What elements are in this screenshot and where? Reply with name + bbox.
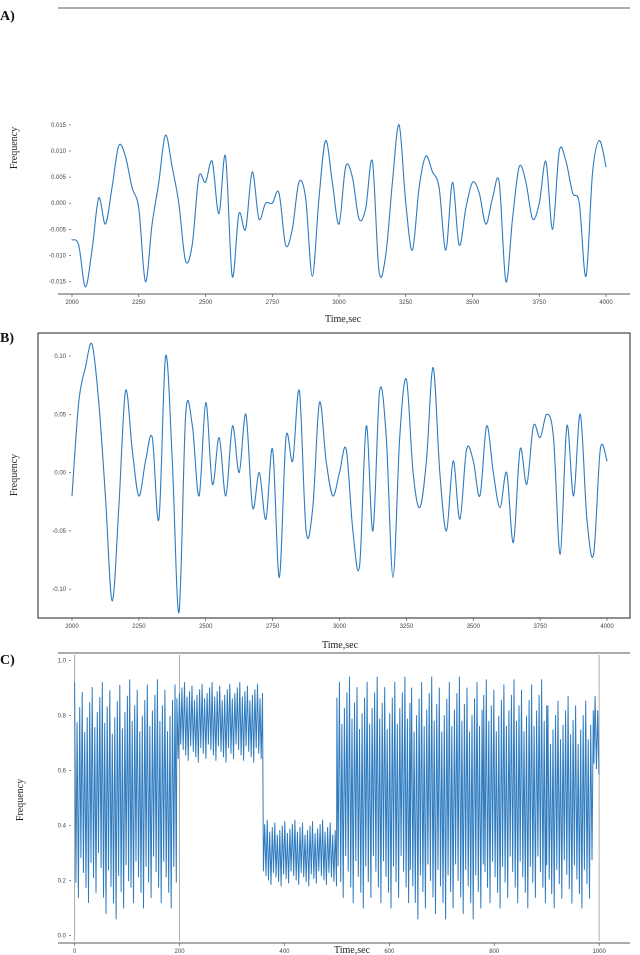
panel-a-x-tick-label: 4000 bbox=[599, 300, 613, 306]
panel-a-x-tick-label: 2750 bbox=[266, 300, 280, 306]
panel-a-y-tick-label: 0.000 bbox=[51, 201, 67, 207]
panel-a-x-tick-label: 3250 bbox=[399, 300, 413, 306]
panel-a: A) -0.015 -0.010 -0.005 0.000 0.005 0.010 0.01… bbox=[0, 7, 630, 325]
panel-a-x-axis-title: Time,sec bbox=[325, 314, 362, 325]
panel-a-y-tick-label: -0.015 bbox=[49, 280, 67, 286]
panel-c-series-line bbox=[74, 676, 600, 920]
panel-a-y-tick-label: 0.005 bbox=[51, 175, 67, 181]
panel-a-y-tick-label: 0.010 bbox=[51, 149, 67, 155]
panel-b-x-ticks: 2000 2250 2500 2750 3000 3250 3500 3750 4000 bbox=[65, 618, 614, 630]
panel-a-y-tick-label: 0.015 bbox=[51, 123, 67, 129]
panel-a-x-ticks: 2000 2250 2500 2750 3000 3250 3500 3750 4000 bbox=[65, 294, 613, 306]
panel-c-x-tick-label: 800 bbox=[489, 949, 500, 955]
panel-b-y-tick-label: -0.05 bbox=[52, 529, 66, 535]
panel-label-a: A) bbox=[0, 9, 15, 24]
panel-c-x-tick-label: 1000 bbox=[592, 949, 606, 955]
panel-c-y-ticks: 0.0 0.2 0.4 0.6 0.8 1.0 bbox=[58, 659, 71, 940]
panel-a-x-tick-label: 3500 bbox=[466, 300, 480, 306]
panel-a-y-tick-label: -0.010 bbox=[49, 253, 67, 259]
panel-c-x-axis-title: Time,sec bbox=[334, 945, 371, 955]
panel-b-y-ticks: -0.10 -0.05 0.00 0.05 0.10 bbox=[52, 354, 71, 593]
panel-a-x-tick-label: 2500 bbox=[199, 300, 213, 306]
panel-c-y-tick-label: 1.0 bbox=[58, 659, 67, 665]
panel-a-y-axis-title: Frequency bbox=[9, 127, 20, 169]
panel-b-x-axis-title: Time,sec bbox=[322, 640, 359, 651]
panel-b-frame bbox=[37, 332, 631, 619]
panel-a-x-tick-label: 2250 bbox=[132, 300, 146, 306]
panel-b-x-tick-label: 2250 bbox=[132, 624, 146, 630]
panel-c-y-tick-label: 0.2 bbox=[58, 879, 67, 885]
panel-a-y-ticks: -0.015 -0.010 -0.005 0.000 0.005 0.010 0.015 bbox=[49, 123, 71, 286]
panel-b-x-tick-label: 2750 bbox=[266, 624, 280, 630]
panel-c-y-tick-label: 0.8 bbox=[58, 714, 67, 720]
panel-c-y-tick-label: 0.4 bbox=[58, 824, 67, 830]
panel-c-y-tick-label: 0.0 bbox=[58, 934, 67, 940]
panel-b-x-tick-label: 3500 bbox=[467, 624, 481, 630]
panel-b-x-tick-label: 4000 bbox=[600, 624, 614, 630]
panel-label-b: B) bbox=[0, 331, 14, 346]
panel-a-x-tick-label: 3000 bbox=[332, 300, 346, 306]
panel-b-y-tick-label: 0.00 bbox=[54, 471, 66, 477]
panel-b-x-tick-label: 2000 bbox=[65, 624, 79, 630]
panel-b-y-axis-title: Frequency bbox=[9, 454, 20, 496]
panel-b: B) -0.10 -0.05 0.00 0.05 0.10 2000 2250 2500 27… bbox=[0, 331, 631, 651]
panel-c-x-tick-label: 400 bbox=[279, 949, 290, 955]
panel-b-y-tick-label: 0.05 bbox=[54, 412, 66, 418]
panel-a-series-line bbox=[71, 124, 607, 288]
panel-c-x-tick-label: 0 bbox=[73, 949, 77, 955]
panel-b-x-tick-label: 3750 bbox=[533, 624, 547, 630]
panel-a-x-tick-label: 3750 bbox=[533, 300, 547, 306]
panel-c: C) 0.00.20.40.60.81.0 0 200 400 600 800 1000 … bbox=[0, 652, 630, 955]
panel-b-y-tick-label: -0.10 bbox=[52, 587, 66, 593]
panel-b-y-tick-label: 0.10 bbox=[54, 354, 66, 360]
panel-label-c: C) bbox=[0, 653, 15, 668]
panel-c-x-tick-label: 200 bbox=[175, 949, 186, 955]
panel-a-y-tick-label: -0.005 bbox=[49, 227, 67, 233]
panel-c-x-tick-label: 600 bbox=[384, 949, 395, 955]
panel-a-x-tick-label: 2000 bbox=[65, 300, 79, 306]
panel-b-x-tick-label: 3250 bbox=[400, 624, 414, 630]
panel-c-x-ticks: 0 200 400 600 800 1000 bbox=[73, 943, 606, 955]
panel-b-series-line bbox=[71, 342, 608, 614]
panel-c-y-tick-label: 0.6 bbox=[58, 769, 67, 775]
panel-b-x-tick-label: 2500 bbox=[199, 624, 213, 630]
panel-b-x-tick-label: 3000 bbox=[333, 624, 347, 630]
panel-c-y-axis-title: Frequency bbox=[15, 779, 26, 821]
